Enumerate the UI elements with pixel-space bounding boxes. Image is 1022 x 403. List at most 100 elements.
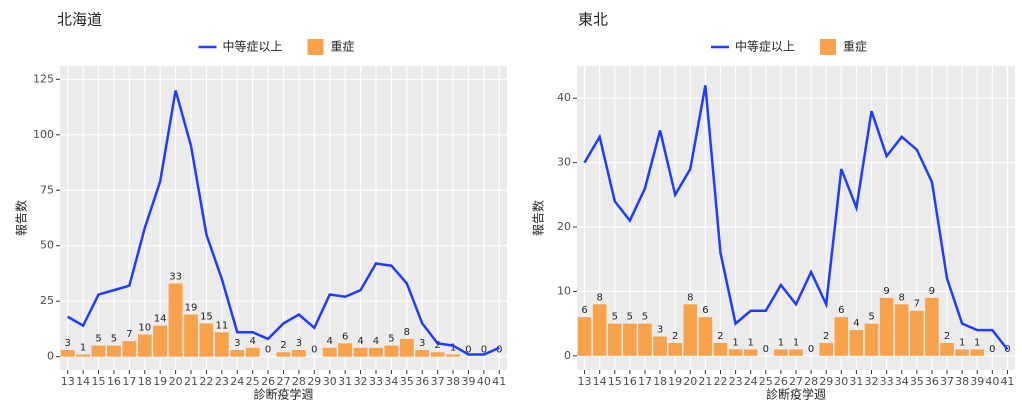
x-tick-label: 37 [940, 375, 954, 388]
chart-title: 北海道 [57, 11, 102, 29]
bar [819, 342, 834, 356]
bar-value-label: 8 [899, 292, 905, 303]
bar [970, 349, 985, 356]
bar-value-label: 5 [95, 334, 101, 345]
bar-value-label: 1 [80, 342, 86, 353]
x-tick-label: 35 [400, 375, 414, 388]
bar-value-label: 0 [265, 345, 271, 356]
bar-value-label: 9 [929, 286, 935, 297]
bar [653, 336, 667, 356]
bar-value-label: 0 [989, 344, 995, 355]
x-tick-label: 18 [138, 375, 152, 388]
legend-label: 中等症以上 [735, 39, 795, 54]
bar [322, 347, 337, 357]
bar-value-label: 6 [581, 305, 587, 316]
x-tick-label: 31 [849, 375, 863, 388]
y-tick-label: 0 [47, 350, 54, 363]
bar-value-label: 4 [327, 336, 333, 347]
x-tick-label: 17 [638, 375, 652, 388]
bar [698, 317, 713, 356]
bar-value-label: 15 [200, 311, 213, 322]
bar [925, 297, 939, 356]
x-tick-label: 21 [698, 375, 712, 388]
x-tick-label: 19 [668, 375, 682, 388]
x-tick-label: 16 [107, 375, 121, 388]
bar [683, 304, 698, 356]
bar [199, 323, 214, 357]
x-tick-label: 16 [623, 375, 637, 388]
bar [577, 317, 592, 356]
bar [245, 347, 260, 357]
bar-value-label: 9 [883, 286, 889, 297]
bar-value-label: 7 [914, 299, 920, 310]
bar-value-label: 5 [612, 312, 618, 323]
bar-value-label: 3 [657, 325, 663, 336]
bar [214, 332, 229, 357]
y-tick-label: 100 [33, 128, 54, 141]
x-tick-label: 30 [834, 375, 848, 388]
bar [153, 325, 168, 357]
bar [122, 341, 137, 357]
y-tick-label: 25 [40, 294, 54, 307]
bar [592, 304, 607, 356]
bar [834, 317, 849, 356]
x-tick-label: 20 [169, 375, 183, 388]
legend-swatch [307, 39, 324, 55]
bar-value-label: 0 [763, 344, 769, 355]
bar [446, 354, 460, 357]
x-tick-label: 13 [61, 375, 75, 388]
bar [774, 349, 788, 356]
x-tick-label: 19 [153, 375, 167, 388]
x-tick-label: 29 [819, 375, 833, 388]
bar-value-label: 2 [672, 331, 678, 342]
bar-value-label: 2 [434, 340, 440, 351]
bar-value-label: 1 [450, 342, 456, 353]
x-tick-label: 30 [323, 375, 337, 388]
bar-value-label: 4 [357, 336, 363, 347]
x-tick-label: 36 [415, 375, 429, 388]
x-tick-label: 15 [608, 375, 622, 388]
x-tick-label: 13 [578, 375, 592, 388]
legend-label: 中等症以上 [223, 39, 283, 54]
bar [107, 345, 121, 357]
x-tick-label: 39 [970, 375, 984, 388]
bar [76, 354, 91, 357]
bar-value-label: 1 [778, 337, 784, 348]
x-axis-label: 診断疫学週 [766, 387, 826, 402]
bar-value-label: 3 [419, 338, 425, 349]
y-tick-label: 10 [557, 284, 571, 297]
legend-label: 重症 [843, 39, 867, 54]
x-tick-label: 18 [653, 375, 667, 388]
bar-value-label: 2 [280, 340, 286, 351]
bar-value-label: 0 [465, 345, 471, 356]
x-tick-label: 31 [338, 375, 352, 388]
bar [894, 304, 909, 356]
bar [384, 345, 399, 357]
x-tick-label: 27 [277, 375, 291, 388]
x-tick-label: 36 [925, 375, 939, 388]
bar [353, 347, 368, 357]
line [583, 85, 1009, 351]
y-axis-label: 報告数 [531, 200, 546, 236]
chart-title: 東北 [578, 11, 608, 29]
bar-value-label: 4 [853, 318, 859, 329]
x-tick-label: 38 [446, 375, 460, 388]
bar [276, 352, 291, 357]
x-tick-label: 35 [910, 375, 924, 388]
bar [668, 342, 682, 356]
x-tick-label: 23 [729, 375, 743, 388]
x-tick-label: 17 [122, 375, 136, 388]
y-tick-label: 40 [557, 91, 571, 104]
x-tick-label: 22 [199, 375, 213, 388]
x-tick-label: 24 [744, 375, 758, 388]
bar [789, 349, 803, 356]
x-tick-label: 14 [76, 375, 90, 388]
x-tick-label: 34 [895, 375, 909, 388]
bar [399, 338, 414, 357]
y-tick-label: 0 [564, 349, 571, 362]
x-tick-label: 14 [593, 375, 607, 388]
y-tick-label: 75 [40, 183, 54, 196]
x-tick-label: 29 [307, 375, 321, 388]
bar-value-label: 1 [793, 337, 799, 348]
